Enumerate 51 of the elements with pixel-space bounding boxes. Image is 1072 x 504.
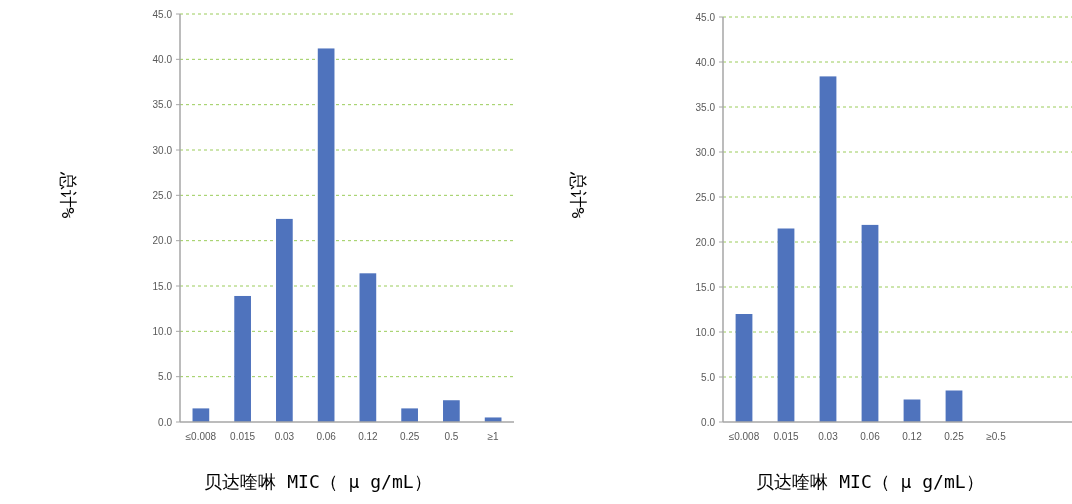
x-tick-label: ≥0.5 [986, 431, 1007, 442]
y-tick-label: 45.0 [695, 11, 716, 23]
x-tick-label: ≥1 [487, 431, 500, 442]
x-tick-label: 0.12 [358, 431, 379, 442]
y-tick-label: 25.0 [695, 191, 716, 203]
bar [276, 218, 293, 422]
y-tick-label: 10.0 [695, 326, 716, 338]
y-tick-label: 40.0 [695, 56, 716, 68]
y-tick-label: 0.0 [701, 416, 716, 428]
x-tick-label: 0.25 [944, 431, 965, 442]
y-axis-title: 总计% [568, 170, 589, 219]
y-tick-label: 15.0 [695, 281, 716, 293]
x-tick-label: 0.015 [773, 431, 799, 442]
bar [234, 295, 251, 422]
y-tick-label: 35.0 [152, 99, 173, 111]
y-tick-label: 40.0 [152, 53, 173, 65]
bar [443, 400, 460, 422]
bar [359, 273, 377, 422]
bar [401, 408, 418, 422]
bar [819, 76, 837, 422]
x-tick-label: 0.25 [399, 431, 420, 442]
y-tick-label: 5.0 [701, 371, 716, 383]
bar [945, 390, 963, 422]
x-tick-label: ≤0.008 [728, 431, 760, 442]
y-tick-label: 20.0 [695, 236, 716, 248]
y-tick-label: 30.0 [695, 146, 716, 158]
x-tick-label: 0.12 [902, 431, 923, 442]
y-tick-label: 35.0 [695, 101, 716, 113]
y-tick-label: 15.0 [152, 280, 173, 292]
y-tick-label: 45.0 [152, 8, 173, 20]
x-tick-label: 0.03 [818, 431, 839, 442]
bar [192, 408, 210, 422]
y-tick-label: 30.0 [152, 144, 173, 156]
x-axis-title: 贝达喹啉 MIC（ μ g/mL） [204, 471, 432, 492]
bar [735, 314, 753, 422]
x-tick-label: 0.5 [444, 431, 459, 442]
y-tick-label: 20.0 [152, 235, 173, 247]
x-tick-label: 0.06 [860, 431, 881, 442]
y-tick-label: 25.0 [152, 189, 173, 201]
x-axis-title: 贝达喹啉 MIC（ μ g/mL） [756, 471, 984, 492]
y-tick-label: 0.0 [158, 416, 173, 428]
y-axis-title: 总计% [58, 170, 79, 219]
bar [861, 224, 879, 422]
bar [777, 228, 795, 422]
y-tick-label: 10.0 [152, 325, 173, 337]
x-tick-label: 0.06 [316, 431, 337, 442]
y-tick-label: 5.0 [158, 371, 173, 383]
x-tick-label: ≤0.008 [185, 431, 217, 442]
bar [317, 48, 335, 422]
x-tick-label: 0.03 [274, 431, 295, 442]
x-tick-label: 0.015 [230, 431, 256, 442]
